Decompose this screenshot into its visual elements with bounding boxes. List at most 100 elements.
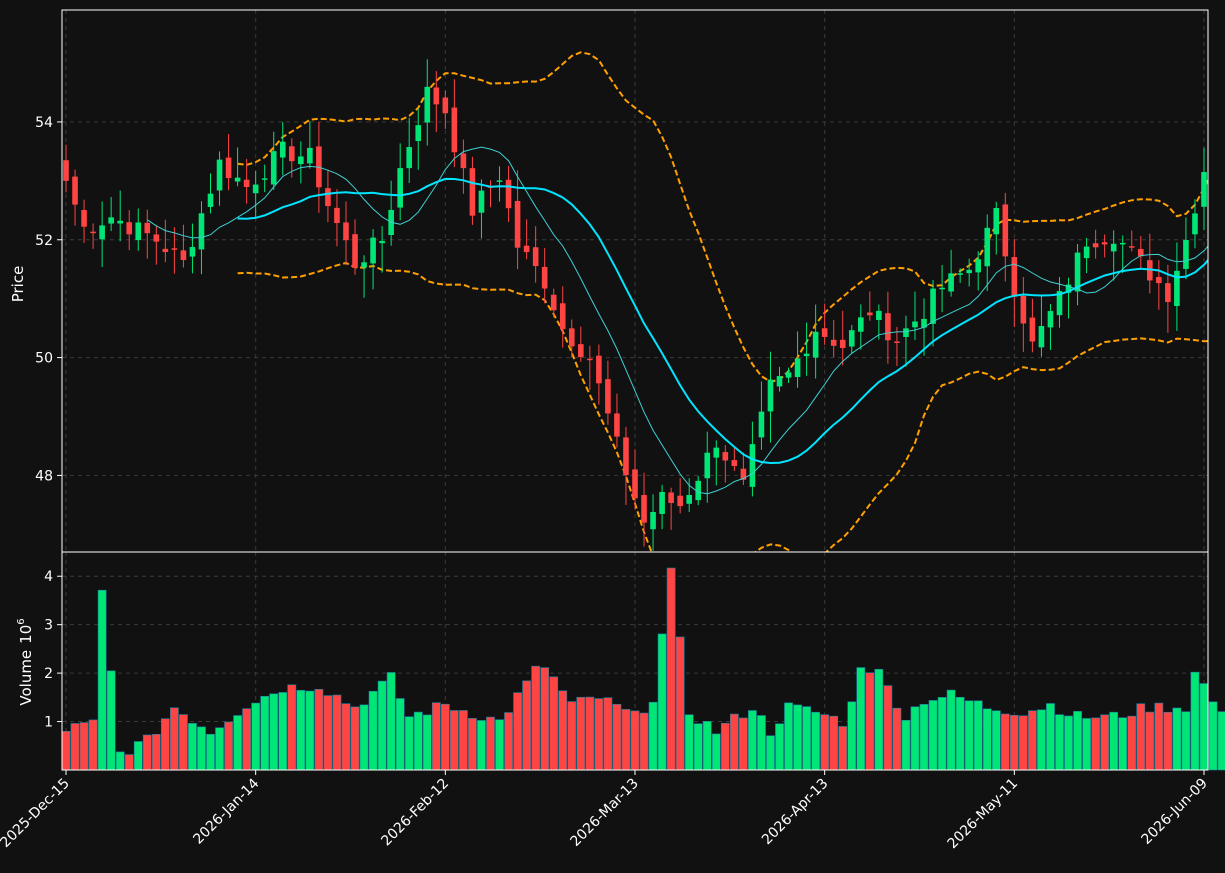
candle-body	[307, 147, 313, 164]
volume-bar	[260, 695, 270, 771]
candle-body	[523, 245, 530, 253]
volume-bar	[585, 696, 595, 771]
volume-bar	[558, 690, 568, 771]
candle-body	[776, 376, 783, 387]
volume-bar	[729, 713, 739, 771]
volume-bar	[874, 668, 884, 771]
candle-body	[1047, 311, 1054, 328]
volume-bar	[440, 703, 450, 771]
candle-body	[758, 411, 765, 438]
volume-bar	[305, 690, 315, 771]
candle-body	[957, 273, 963, 275]
candle-body	[379, 240, 385, 244]
volume-bar	[1082, 718, 1091, 771]
volume-bar	[1199, 683, 1209, 771]
candle-body	[821, 328, 828, 337]
candle-body	[830, 339, 837, 346]
volume-bar	[693, 723, 703, 771]
volume-bar	[504, 712, 513, 771]
volume-bar	[883, 685, 893, 771]
volume-bar	[251, 702, 261, 771]
volume-ytick-label: 1	[44, 715, 53, 731]
candle-body	[903, 328, 909, 337]
volume-bar	[811, 711, 820, 771]
price-ytick-label: 48	[35, 468, 53, 484]
candle-body	[270, 151, 277, 185]
volume-bar	[124, 754, 134, 771]
volume-bar	[79, 722, 89, 771]
candle-body	[72, 176, 78, 205]
volume-bar	[1154, 702, 1164, 771]
candle-body	[298, 156, 304, 165]
volume-bar	[459, 710, 468, 771]
volume-bar	[431, 702, 441, 771]
ma-fast-line	[147, 146, 1208, 495]
candle-body	[189, 247, 196, 257]
volume-bar	[486, 716, 495, 771]
volume-bar	[386, 672, 396, 771]
candle-body	[135, 222, 142, 241]
volume-bar	[368, 690, 378, 771]
candle-body	[541, 266, 548, 289]
candle-body	[587, 358, 593, 361]
candle-body	[1074, 252, 1081, 292]
candle-body	[514, 200, 521, 248]
candle-body	[153, 234, 160, 242]
candle-body	[1110, 243, 1117, 252]
volume-bar	[179, 714, 188, 771]
volume-bar	[395, 698, 405, 771]
candle-body	[677, 495, 683, 507]
volume-bar	[1091, 717, 1100, 771]
volume-bar	[630, 710, 640, 771]
candle-body	[785, 372, 792, 378]
volume-bar	[982, 708, 992, 771]
volume-bar	[142, 734, 152, 771]
price-ytick-label: 54	[35, 115, 53, 131]
ma-slow-line	[237, 177, 1208, 465]
volume-bar	[793, 704, 802, 771]
volume-bar	[946, 689, 956, 771]
volume-bar	[278, 692, 288, 771]
candle-body	[550, 294, 557, 311]
volume-bar	[1046, 703, 1055, 771]
volume-bar	[847, 701, 857, 771]
volume-bar	[1208, 701, 1218, 771]
volume-axis-label: Volume	[17, 650, 35, 706]
candle-body	[713, 447, 720, 458]
volume-bar	[1163, 711, 1173, 771]
candle-body	[1119, 242, 1126, 245]
candle-body	[1137, 248, 1144, 257]
volume-bar	[1055, 714, 1064, 771]
volume-bar	[603, 697, 613, 771]
price-ytick-label: 50	[35, 351, 53, 367]
candle-body	[1038, 326, 1045, 348]
volume-bar	[323, 695, 333, 771]
candle-body	[993, 208, 1000, 235]
volume-bar	[296, 690, 306, 771]
volume-bar	[1109, 711, 1119, 771]
candle-body	[126, 222, 133, 235]
candle-body	[948, 273, 954, 292]
candle-body	[279, 141, 286, 158]
candle-body	[966, 269, 972, 274]
candle-body	[695, 480, 702, 501]
volume-axis-multiplier: 10	[17, 625, 35, 644]
candle-body	[532, 247, 539, 267]
volume-bar	[748, 710, 757, 771]
candle-body	[1174, 270, 1180, 306]
volume-bar	[233, 715, 242, 771]
candle-body	[731, 460, 738, 466]
candle-body	[288, 146, 295, 162]
candle-body	[117, 220, 123, 224]
volume-bar	[513, 692, 522, 771]
candle-body	[261, 178, 268, 180]
volume-bar	[856, 667, 866, 771]
candle-body	[632, 469, 638, 499]
volume-bar	[594, 698, 604, 771]
candle-body	[767, 379, 774, 412]
volume-bar	[937, 697, 947, 771]
volume-bar	[1127, 715, 1137, 771]
volume-bar	[702, 721, 712, 771]
price-axis-title: Price	[9, 266, 27, 303]
